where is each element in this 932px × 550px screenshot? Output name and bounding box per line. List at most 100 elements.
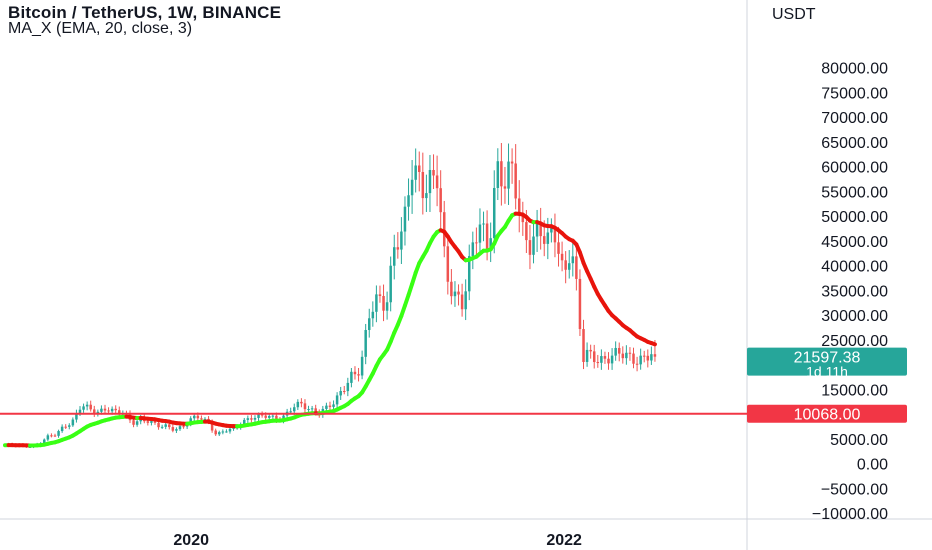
y-tick-label: 45000.00 bbox=[821, 234, 888, 251]
candle-body bbox=[175, 429, 178, 431]
candle-body bbox=[485, 223, 489, 249]
candle-body bbox=[425, 193, 428, 199]
candle-body bbox=[500, 161, 503, 187]
candle-body bbox=[296, 401, 300, 408]
candle-body bbox=[560, 253, 564, 261]
y-tick-label: 5000.00 bbox=[830, 432, 888, 449]
candle-body bbox=[639, 355, 642, 365]
candle-body bbox=[160, 426, 164, 428]
candle-body bbox=[164, 424, 167, 427]
candle-body bbox=[310, 408, 314, 410]
candle-body bbox=[550, 228, 553, 233]
candle-body bbox=[225, 431, 228, 433]
candle-body bbox=[335, 395, 339, 405]
candle-body bbox=[214, 430, 217, 435]
candle-body bbox=[482, 223, 485, 225]
candle-body bbox=[264, 415, 267, 418]
candle-body bbox=[432, 169, 435, 176]
candle-body bbox=[357, 374, 360, 376]
candle-body bbox=[628, 352, 632, 354]
candle-body bbox=[353, 371, 357, 375]
y-tick-label: −5000.00 bbox=[821, 481, 888, 498]
candle-body bbox=[546, 232, 550, 244]
candle-body bbox=[157, 422, 160, 428]
candle-body bbox=[635, 363, 639, 365]
y-tick-label: 15000.00 bbox=[821, 382, 888, 399]
candle-body bbox=[525, 222, 528, 241]
candle-body bbox=[600, 356, 603, 363]
candle-body bbox=[596, 362, 600, 364]
candle-body bbox=[289, 411, 292, 413]
candle-body bbox=[135, 421, 139, 425]
candle-body bbox=[314, 408, 317, 413]
candle-body bbox=[150, 421, 153, 423]
candle-body bbox=[203, 418, 207, 420]
candle-body bbox=[439, 188, 442, 213]
last-price-badge bbox=[747, 347, 907, 376]
candle-body bbox=[428, 169, 432, 194]
candle-body bbox=[193, 415, 196, 419]
y-axis[interactable]: USDT 80000.00 75000.00 70000.00 65000.00 6000… bbox=[772, 6, 888, 523]
candle-body bbox=[350, 371, 353, 383]
y-axis-currency: USDT bbox=[772, 6, 816, 23]
candle-body bbox=[171, 427, 175, 431]
candle-body bbox=[478, 224, 482, 243]
candle-body bbox=[153, 421, 157, 423]
candle-body bbox=[460, 294, 464, 310]
candle-body bbox=[96, 411, 100, 414]
candle-body bbox=[360, 356, 364, 376]
candle-body bbox=[343, 391, 346, 393]
candle-body bbox=[382, 296, 385, 311]
candle-body bbox=[592, 351, 596, 363]
candle-body bbox=[85, 404, 89, 407]
candle-body bbox=[442, 212, 446, 247]
candle-body bbox=[64, 426, 67, 428]
candle-body bbox=[103, 408, 107, 411]
indicator-label: MA_X (EMA, 20, close, 3) bbox=[8, 20, 193, 37]
candle-body bbox=[282, 415, 285, 421]
candles bbox=[3, 143, 657, 449]
candle-body bbox=[510, 161, 514, 164]
candle-body bbox=[82, 406, 85, 410]
candle-body bbox=[607, 358, 610, 364]
candle-body bbox=[293, 407, 296, 412]
candle-body bbox=[571, 256, 575, 264]
candle-body bbox=[196, 415, 200, 419]
candle-body bbox=[617, 347, 621, 354]
y-tick-label: 25000.00 bbox=[821, 333, 888, 350]
candle-body bbox=[496, 161, 500, 188]
candle-body bbox=[146, 421, 150, 423]
candle-body bbox=[107, 410, 110, 412]
candle-body bbox=[114, 408, 117, 411]
candle-body bbox=[210, 422, 214, 431]
horizontal-line-badge bbox=[747, 404, 907, 423]
candle-body bbox=[646, 355, 650, 361]
y-tick-label: 35000.00 bbox=[821, 283, 888, 300]
y-tick-label: 60000.00 bbox=[821, 160, 888, 177]
candle-body bbox=[232, 427, 235, 429]
candle-body bbox=[50, 435, 53, 437]
candle-body bbox=[325, 405, 328, 409]
candle-body bbox=[467, 256, 471, 292]
candle-body bbox=[457, 291, 460, 295]
x-tick-label: 2022 bbox=[546, 532, 582, 549]
candle-body bbox=[507, 161, 510, 189]
candle-body bbox=[521, 215, 525, 223]
candle-body bbox=[610, 355, 614, 364]
candle-body bbox=[589, 349, 592, 352]
bar-countdown-label: 1d 11h bbox=[806, 364, 848, 380]
candle-body bbox=[68, 425, 71, 427]
candle-body bbox=[307, 409, 310, 411]
candle-body bbox=[43, 439, 46, 444]
x-axis[interactable]: 2020 2022 bbox=[173, 532, 582, 549]
candle-body bbox=[275, 415, 278, 420]
candle-body bbox=[396, 247, 400, 250]
candle-body bbox=[243, 419, 246, 426]
candle-body bbox=[93, 409, 96, 414]
candle-body bbox=[567, 263, 571, 270]
candle-body bbox=[332, 404, 335, 407]
candle-body bbox=[228, 428, 232, 432]
